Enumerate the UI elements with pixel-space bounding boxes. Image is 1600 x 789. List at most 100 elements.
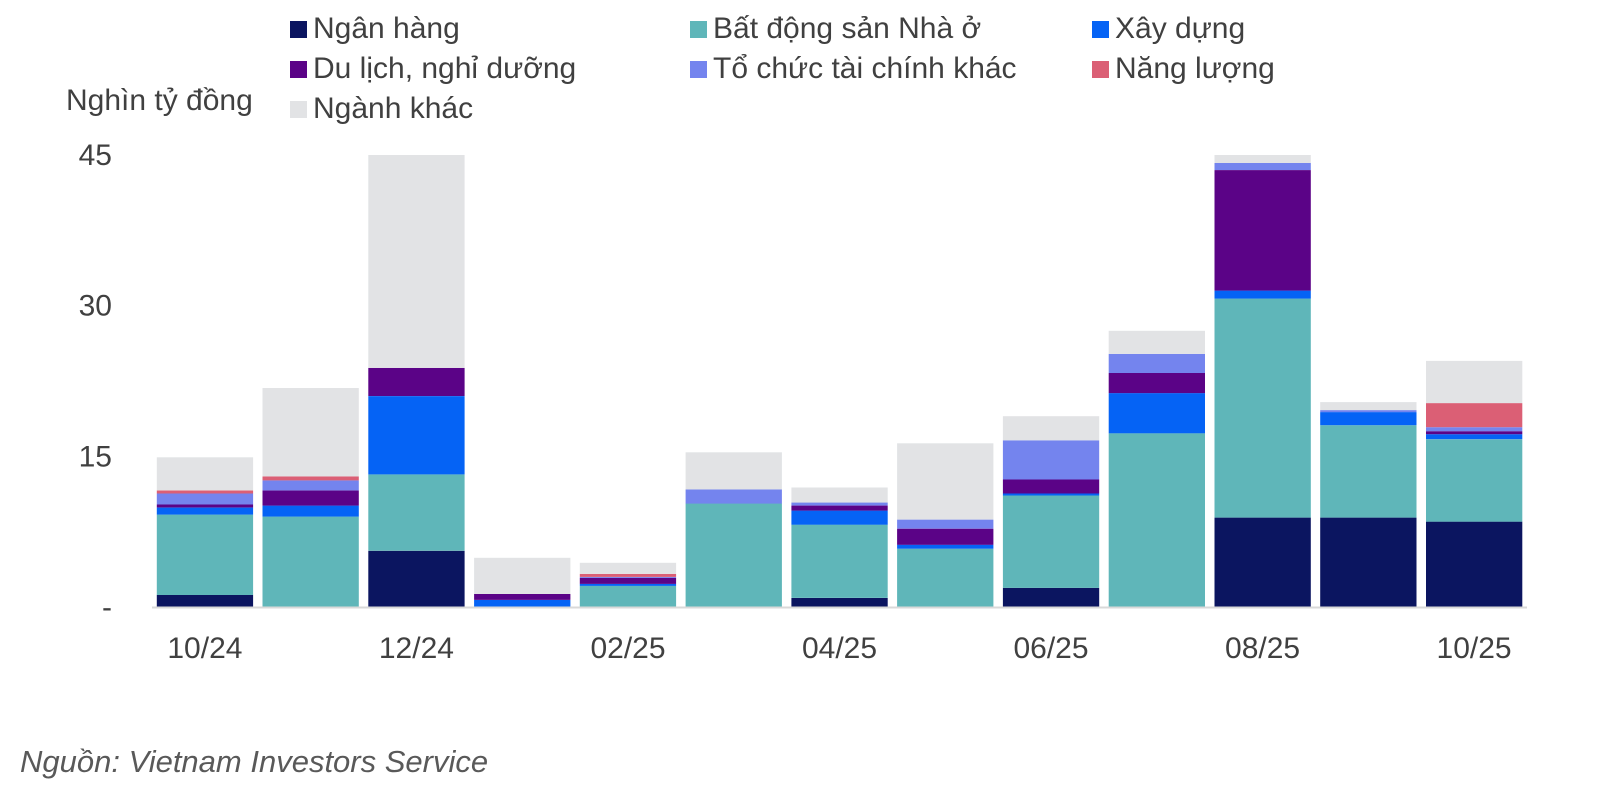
legend-swatch — [290, 100, 307, 118]
bar-segment-to-chuc-tai-chinh-khac-10-24 — [156, 493, 254, 505]
legend-swatch — [1092, 20, 1109, 38]
bar-segment-bat-dong-san-nha-o-11-24 — [262, 516, 359, 607]
bars-layer — [156, 155, 1523, 607]
bar-segment-du-lich-nghi-duong-10-25 — [1426, 431, 1523, 435]
bar-segment-nganh-khac-04-25 — [791, 487, 888, 503]
legend-item-du-lich-nghi-duong: Du lịch, nghỉ dưỡng — [290, 52, 576, 86]
legend-label: Ngân hàng — [313, 12, 460, 45]
bar-segment-ngan-hang-04-25 — [791, 598, 888, 607]
bar-segment-nganh-khac-01-25 — [474, 557, 571, 594]
bar-segment-xay-dung-10-25 — [1426, 434, 1523, 440]
bar-segment-bat-dong-san-nha-o-07-25 — [1108, 433, 1205, 607]
bar-segment-nang-luong-02-25 — [579, 573, 677, 577]
x-tick-label-06-25: 06/25 — [1013, 632, 1088, 665]
bar-segment-ngan-hang-09-25 — [1320, 517, 1417, 607]
source-note: Nguồn: Vietnam Investors Service — [20, 744, 489, 779]
bar-segment-bat-dong-san-nha-o-10-24 — [156, 514, 254, 595]
legend-swatch — [690, 20, 707, 38]
bar-segment-du-lich-nghi-duong-06-25 — [1002, 479, 1100, 494]
bar-segment-nganh-khac-10-24 — [156, 457, 254, 491]
bar-segment-xay-dung-06-25 — [1002, 493, 1100, 496]
bar-segment-to-chuc-tai-chinh-khac-06-25 — [1002, 440, 1100, 480]
legend-item-ngan-hang: Ngân hàng — [290, 12, 460, 46]
bar-segment-du-lich-nghi-duong-07-25 — [1108, 373, 1205, 394]
legend-item-nganh-khac: Ngành khác — [290, 92, 473, 126]
y-tick-label-30: 30 — [79, 290, 112, 323]
legend-label: Ngành khác — [313, 92, 474, 125]
bar-segment-to-chuc-tai-chinh-khac-11-24 — [262, 480, 359, 491]
bar-segment-ngan-hang-06-25 — [1002, 587, 1100, 607]
bar-segment-du-lich-nghi-duong-12-24 — [368, 367, 465, 396]
bar-segment-nang-luong-10-25 — [1426, 403, 1523, 428]
bar-segment-to-chuc-tai-chinh-khac-09-25 — [1320, 410, 1417, 413]
bar-segment-xay-dung-07-25 — [1108, 393, 1205, 434]
bar-segment-nang-luong-11-24 — [262, 476, 359, 481]
bar-segment-bat-dong-san-nha-o-10-25 — [1426, 439, 1523, 522]
bar-segment-nganh-khac-09-25 — [1320, 402, 1417, 411]
bar-segment-nganh-khac-11-24 — [262, 388, 359, 477]
bar-segment-nganh-khac-07-25 — [1108, 330, 1205, 354]
bar-segment-nganh-khac-06-25 — [1002, 416, 1100, 441]
legend-swatch — [290, 20, 307, 38]
bar-segment-xay-dung-11-24 — [262, 505, 359, 517]
y-tick-label-zero: - — [102, 591, 112, 624]
legend-label: Bất động sản Nhà ở — [713, 12, 982, 45]
x-tick-label-10-25: 10/25 — [1437, 632, 1512, 665]
x-tick-label-12-24: 12/24 — [379, 632, 454, 665]
bar-segment-bat-dong-san-nha-o-02-25 — [579, 585, 677, 607]
bar-segment-bat-dong-san-nha-o-05-25 — [897, 548, 994, 607]
bar-segment-xay-dung-01-25 — [474, 600, 571, 607]
y-tick-label-15: 15 — [79, 440, 112, 473]
bar-segment-nganh-khac-05-25 — [897, 443, 994, 520]
legend-label: Tổ chức tài chính khác — [713, 52, 1017, 85]
legend-label: Năng lượng — [1115, 52, 1275, 85]
bar-segment-xay-dung-02-25 — [579, 583, 677, 586]
bar-segment-ngan-hang-10-24 — [156, 594, 254, 607]
x-tick-label-10-24: 10/24 — [167, 632, 242, 665]
bar-segment-xay-dung-10-24 — [156, 507, 254, 515]
bar-segment-bat-dong-san-nha-o-09-25 — [1320, 425, 1417, 518]
legend-swatch — [1092, 60, 1109, 78]
x-tick-label-08-25: 08/25 — [1225, 632, 1300, 665]
bar-segment-ngan-hang-08-25 — [1214, 517, 1311, 607]
bar-segment-du-lich-nghi-duong-11-24 — [262, 490, 359, 506]
bar-segment-bat-dong-san-nha-o-03-25 — [685, 503, 782, 607]
bar-segment-du-lich-nghi-duong-02-25 — [579, 577, 677, 584]
legend-item-xay-dung: Xây dựng — [1092, 12, 1245, 46]
bar-segment-xay-dung-09-25 — [1320, 412, 1417, 426]
x-tick-label-02-25: 02/25 — [590, 632, 665, 665]
legend-item-nang-luong: Năng lượng — [1092, 52, 1275, 86]
bar-segment-ngan-hang-12-24 — [368, 550, 465, 607]
bar-segment-nganh-khac-03-25 — [685, 452, 782, 490]
bar-segment-xay-dung-12-24 — [368, 396, 465, 475]
bar-segment-bat-dong-san-nha-o-04-25 — [791, 524, 888, 598]
bar-segment-nganh-khac-12-24 — [368, 155, 465, 368]
bar-segment-du-lich-nghi-duong-08-25 — [1214, 170, 1311, 291]
bar-segment-nang-luong-10-24 — [156, 490, 254, 494]
bar-segment-bat-dong-san-nha-o-08-25 — [1214, 298, 1311, 518]
bar-segment-du-lich-nghi-duong-01-25 — [474, 593, 571, 600]
bar-segment-to-chuc-tai-chinh-khac-03-25 — [685, 489, 782, 504]
bar-segment-to-chuc-tai-chinh-khac-02-25 — [579, 576, 677, 578]
x-tick-label-04-25: 04/25 — [802, 632, 877, 665]
bar-segment-bat-dong-san-nha-o-12-24 — [368, 474, 465, 551]
bar-segment-xay-dung-05-25 — [897, 544, 994, 549]
bar-segment-to-chuc-tai-chinh-khac-04-25 — [791, 502, 888, 506]
bar-segment-to-chuc-tai-chinh-khac-05-25 — [897, 519, 994, 529]
legend-item-to-chuc-tai-chinh-khac: Tổ chức tài chính khác — [690, 52, 1017, 86]
legend-item-bat-dong-san-nha-o: Bất động sản Nhà ở — [690, 12, 981, 46]
bar-segment-to-chuc-tai-chinh-khac-07-25 — [1108, 353, 1205, 373]
bar-segment-nganh-khac-02-25 — [579, 562, 677, 574]
bar-segment-xay-dung-04-25 — [791, 510, 888, 525]
bar-segment-ngan-hang-10-25 — [1426, 521, 1523, 607]
bar-segment-du-lich-nghi-duong-04-25 — [791, 505, 888, 511]
bar-segment-nganh-khac-10-25 — [1426, 360, 1523, 404]
bar-segment-nganh-khac-08-25 — [1214, 155, 1311, 163]
y-tick-label-45: 45 — [79, 139, 112, 172]
bar-segment-du-lich-nghi-duong-10-24 — [156, 504, 254, 508]
legend-swatch — [290, 60, 307, 78]
x-axis-ticks: 10/24 12/24 02/25 04/25 06/25 08/25 10/25 — [167, 632, 1511, 665]
legend-label: Xây dựng — [1115, 12, 1246, 45]
y-axis-ticks: - 15 30 45 — [79, 139, 112, 624]
